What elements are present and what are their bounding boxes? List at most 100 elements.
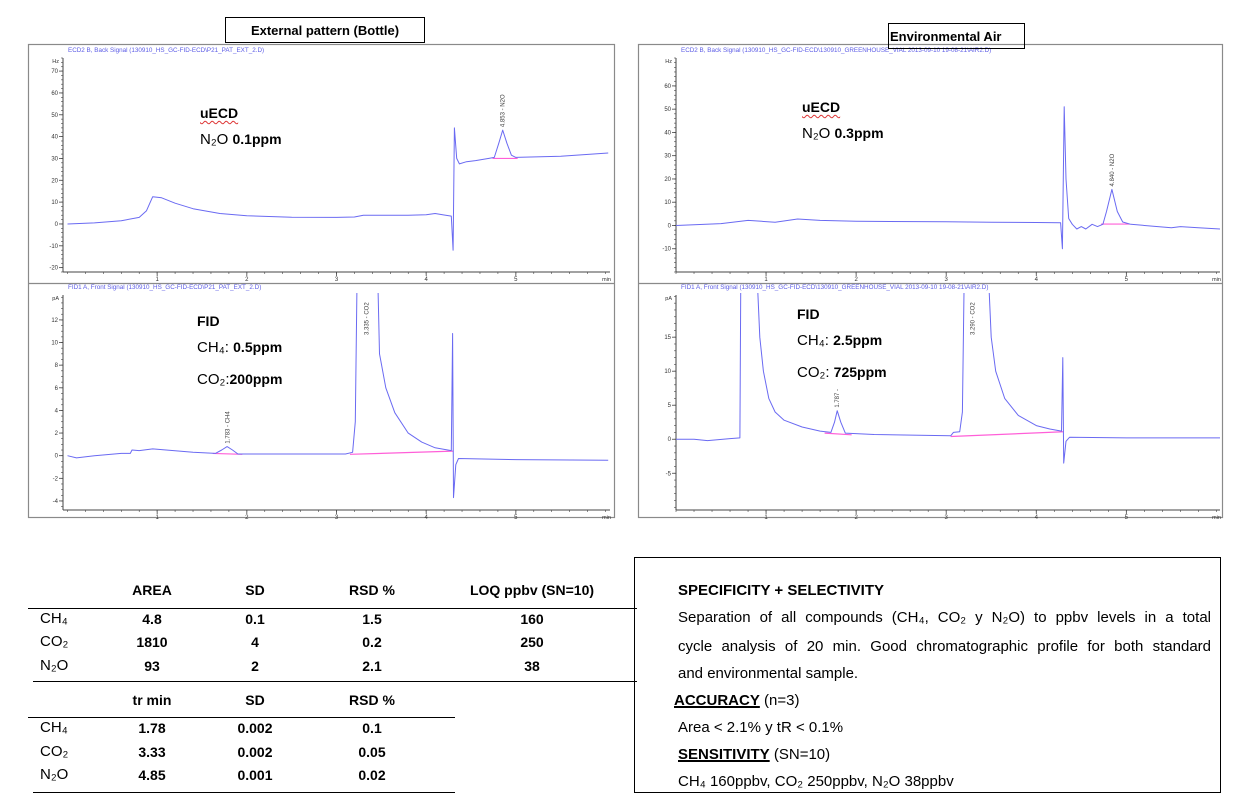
annotation-tr-detector: uECD [802,99,840,115]
x-tick-label: 4 [1035,515,1039,521]
y-tick-label: -20 [49,266,58,272]
y-tick-label: 15 [664,335,671,341]
y-tick-label: 2 [55,431,59,437]
sensitivity-label: SENSITIVITY [678,746,770,763]
y-tick-label: 0 [55,454,59,460]
table-divider [28,717,455,718]
table-cell: 4.8 [142,611,162,627]
table-cell: 0.1 [245,611,265,627]
y-tick-label: -4 [53,499,59,505]
panel-frame [637,43,1224,519]
formula: N₂O [200,131,229,148]
table-divider [28,608,637,609]
y-tick-label: 30 [51,156,58,162]
concentration: 725ppm [833,364,887,380]
y-tick-label: 0 [668,223,672,229]
x-unit-label: min [1212,515,1221,521]
table-cell: 0.05 [358,744,386,760]
peak-label: 3.290 - CO2 [970,302,976,335]
formula: CO₂: [797,364,830,381]
x-tick-label: 2 [245,515,249,521]
header-environmental-air: Environmental Air [888,23,1025,49]
table-cell: 2.1 [362,658,382,674]
column-header: SD [245,692,265,708]
sensitivity-condition: (SN=10) [769,746,831,763]
chromatogram-0: ECD2 B, Back Signal (130910_HS_GC-FID-EC… [49,47,611,283]
x-tick-label: 3 [335,277,339,283]
column-header: RSD % [349,692,395,708]
table-cell: 1.78 [138,720,166,736]
x-tick-label: 3 [335,515,339,521]
sensitivity-line: SENSITIVITY (SN=10) [678,746,830,763]
peak-label: 4.840 - N2O [1110,153,1116,186]
y-tick-label: -10 [662,247,671,253]
table-cell: 0.002 [237,744,273,760]
table-cell: 4.85 [138,767,166,783]
x-unit-label: min [1212,277,1221,283]
accuracy-line: ACCURACY (n=3) [674,692,799,709]
formula: CH₄: [797,332,829,349]
column-header: SD [245,582,265,598]
compound-label: N₂O [40,657,69,674]
accuracy-text: Area < 2.1% y tR < 0.1% [678,719,844,736]
plot-area [676,293,1220,464]
concentration: 0.5ppm [233,339,283,355]
compound-label: N₂O [40,766,69,783]
y-unit-label: pA [665,296,672,302]
table-cell: 1.5 [362,611,382,627]
annotation-bl-detector: FID [197,313,220,329]
table-divider [33,792,455,793]
signal-title: ECD2 B, Back Signal (130910_HS_GC-FID-EC… [68,47,264,54]
y-tick-label: -2 [53,476,59,482]
x-tick-label: 5 [1125,515,1129,521]
detector-label: uECD [802,99,841,115]
table-cell: 0.2 [362,634,382,650]
summary-paragraph-line: cycle analysis of 20 min. Good chromatog… [678,638,1211,655]
header-external-pattern: External pattern (Bottle) [225,17,425,43]
x-tick-label: 2 [854,277,858,283]
sensitivity-text: CH₄ 160ppbv, CO₂ 250ppbv, N₂O 38ppbv [678,773,954,790]
annotation-tl-detector: uECD [200,105,238,121]
x-tick-label: 5 [1125,277,1129,283]
table-cell: 93 [144,658,160,674]
table-cell: 0.002 [237,720,273,736]
x-tick-label: 4 [1035,277,1039,283]
y-tick-label: 70 [51,69,58,75]
x-tick-label: 5 [514,277,518,283]
table-cell: 0.1 [362,720,382,736]
formula: CH₄: [197,339,229,356]
x-tick-label: 1 [764,515,768,521]
x-tick-label: 1 [764,277,768,283]
y-tick-label: 60 [51,91,58,97]
x-tick-label: 4 [425,515,429,521]
x-tick-label: 3 [945,277,949,283]
compound-label: CO₂ [40,743,69,760]
compound-label: CH₄ [40,719,68,736]
y-tick-label: 50 [51,113,58,119]
table-cell: 38 [524,658,540,674]
annotation-bl-co2: CO₂:200ppm [197,371,282,388]
y-tick-label: 60 [664,84,671,90]
annotation-br-detector: FID [797,306,820,322]
table-cell: 1810 [136,634,168,650]
table-cell: 3.33 [138,744,166,760]
y-unit-label: Hz [52,59,59,65]
plot-area [676,106,1220,250]
x-unit-label: min [602,515,611,521]
chromatogram-1: FID1 A, Front Signal (130910_HS_GC-FID-E… [51,284,611,521]
y-unit-label: pA [52,296,59,302]
y-tick-label: 40 [664,130,671,136]
peak-label: 1.787 - [835,389,841,408]
chromatogram-2: ECD2 B, Back Signal (130910_HS_GC-FID-EC… [662,47,1221,283]
y-tick-label: 6 [55,386,59,392]
signal-title: ECD2 B, Back Signal (130910_HS_GC-FID-EC… [681,47,991,54]
annotation-tr-n2o: N₂O 0.3ppm [802,125,884,142]
integration-baseline [950,431,1064,438]
annotation-bl-ch4: CH₄: 0.5ppm [197,339,282,356]
x-tick-label: 1 [155,515,159,521]
signal-trace [67,293,609,499]
table-cell: 160 [520,611,544,627]
signal-title: FID1 A, Front Signal (130910_HS_GC-FID-E… [681,284,988,291]
table-cell: 0.001 [237,767,273,783]
